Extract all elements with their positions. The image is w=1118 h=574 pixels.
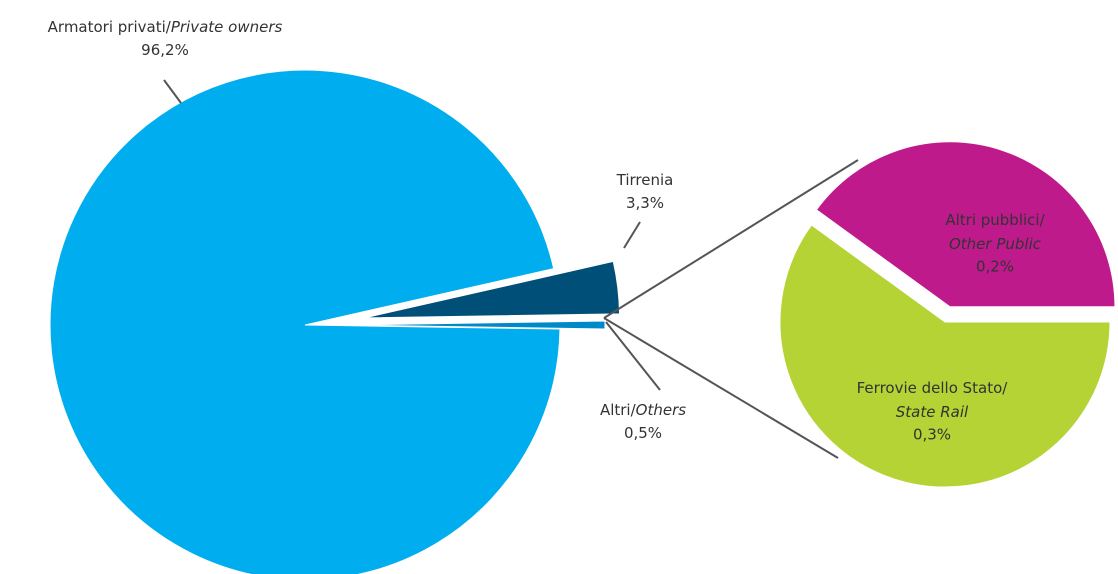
value-label: 3,3% bbox=[626, 194, 664, 212]
leader-line bbox=[605, 321, 661, 391]
pie-slice bbox=[364, 260, 621, 319]
pie-slice bbox=[779, 224, 1111, 488]
slice-label: Altri/Others bbox=[600, 401, 686, 419]
pie-slice bbox=[49, 69, 561, 574]
pie-slice bbox=[815, 141, 1116, 308]
leader-line bbox=[623, 221, 641, 249]
connector-line bbox=[603, 159, 859, 319]
value-label: 96,2% bbox=[141, 41, 189, 59]
value-label: 0,3% bbox=[913, 426, 951, 444]
pie-slice bbox=[349, 320, 606, 330]
pie bbox=[779, 141, 1116, 488]
pie bbox=[49, 69, 621, 574]
value-label: 0,5% bbox=[624, 424, 662, 442]
slice-label: Ferrovie dello Stato/State Rail bbox=[857, 379, 1009, 421]
slice-label: Tirrenia bbox=[616, 171, 674, 189]
value-label: 0,2% bbox=[976, 258, 1014, 276]
connector-lines bbox=[163, 79, 859, 459]
connector-line bbox=[603, 317, 839, 459]
slice-label: Armatori privati/Private owners bbox=[48, 18, 283, 36]
leader-line bbox=[163, 79, 182, 104]
slice-label: Altri pubblici/Other Public bbox=[945, 211, 1045, 253]
